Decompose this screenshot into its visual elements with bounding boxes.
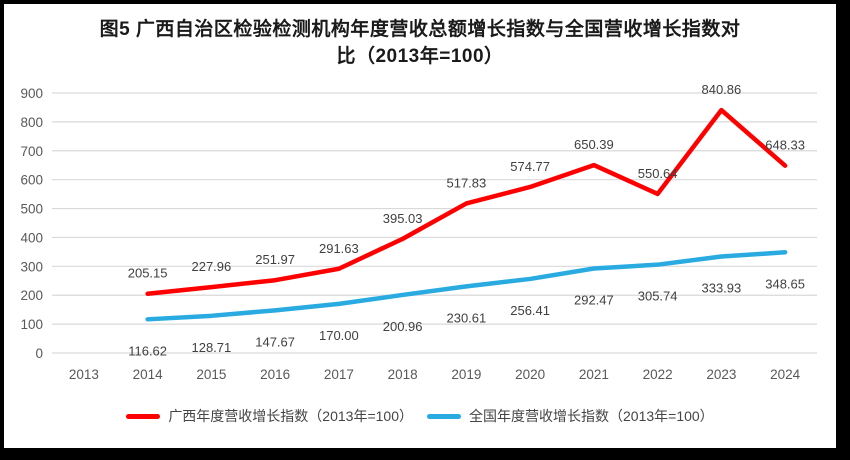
data-label: 648.33: [765, 138, 805, 153]
y-tick-label: 600: [20, 173, 43, 188]
y-tick-label: 700: [20, 144, 43, 159]
x-tick-label: 2014: [133, 367, 164, 382]
y-tick-label: 200: [20, 288, 43, 303]
chart-legend: 广西年度营收增长指数（2013年=100） 全国年度营收增长指数（2013年=1…: [4, 406, 836, 426]
data-label: 116.62: [128, 343, 167, 358]
legend-label-guangxi: 广西年度营收增长指数（2013年=100）: [168, 408, 413, 424]
data-label: 348.65: [765, 276, 805, 291]
data-label: 230.61: [446, 310, 486, 325]
x-tick-label: 2016: [260, 367, 290, 382]
x-tick-label: 2021: [579, 367, 609, 382]
y-tick-label: 300: [20, 259, 43, 274]
data-label: 256.41: [510, 303, 550, 318]
x-tick-label: 2019: [451, 367, 481, 382]
x-tick-label: 2024: [770, 367, 801, 382]
x-tick-label: 2013: [69, 367, 99, 382]
chart-title-line1: 图5 广西自治区检验检测机构年度营收总额增长指数与全国营收增长指数对: [99, 19, 741, 40]
y-tick-label: 100: [20, 317, 43, 332]
chart-title-line2: 比（2013年=100）: [336, 46, 504, 67]
x-tick-label: 2020: [515, 367, 545, 382]
chart-plot: 0 100 200 300 400 500 600 700 800 900 2013 2014 2015…: [20, 82, 817, 382]
data-label: 128.71: [191, 340, 231, 355]
data-label: 227.96: [191, 259, 231, 274]
data-label: 550.64: [638, 166, 678, 181]
chart-canvas: 图5 广西自治区检验检测机构年度营收总额增长指数与全国营收增长指数对 比（201…: [4, 4, 836, 448]
legend-item-national: 全国年度营收增长指数（2013年=100）: [427, 406, 714, 426]
series-line-1: [145, 250, 788, 322]
y-tick-label: 800: [20, 115, 43, 130]
data-label: 170.00: [319, 328, 359, 343]
data-label: 650.39: [574, 137, 614, 152]
y-tick-label: 400: [20, 230, 43, 245]
y-tick-label: 900: [20, 86, 43, 101]
legend-label-national: 全国年度营收增长指数（2013年=100）: [469, 408, 714, 424]
series-line-0: [145, 107, 788, 296]
x-tick-label: 2023: [706, 367, 736, 382]
data-label: 292.47: [574, 293, 614, 308]
legend-swatch-red-line: [126, 413, 161, 419]
x-tick-label: 2015: [196, 367, 226, 382]
data-label: 395.03: [383, 211, 423, 226]
data-label: 291.63: [319, 241, 359, 256]
chart-title: 图5 广西自治区检验检测机构年度营收总额增长指数与全国营收增长指数对 比（201…: [4, 16, 836, 70]
legend-swatch-blue-line: [427, 413, 461, 419]
y-tick-label: 500: [20, 202, 43, 217]
data-label: 200.96: [383, 319, 423, 334]
x-tick-label: 2022: [643, 367, 673, 382]
data-label: 574.77: [510, 159, 550, 174]
data-label: 517.83: [446, 175, 486, 190]
x-tick-label: 2017: [324, 367, 354, 382]
data-label: 840.86: [701, 82, 741, 97]
data-label: 305.74: [638, 289, 678, 304]
x-tick-label: 2018: [388, 367, 418, 382]
data-label: 147.67: [255, 334, 295, 349]
data-label: 251.97: [255, 252, 295, 267]
data-label: 333.93: [701, 281, 741, 296]
y-tick-label: 0: [35, 346, 43, 361]
data-label: 205.15: [128, 266, 168, 281]
legend-item-guangxi: 广西年度营收增长指数（2013年=100）: [126, 406, 413, 426]
